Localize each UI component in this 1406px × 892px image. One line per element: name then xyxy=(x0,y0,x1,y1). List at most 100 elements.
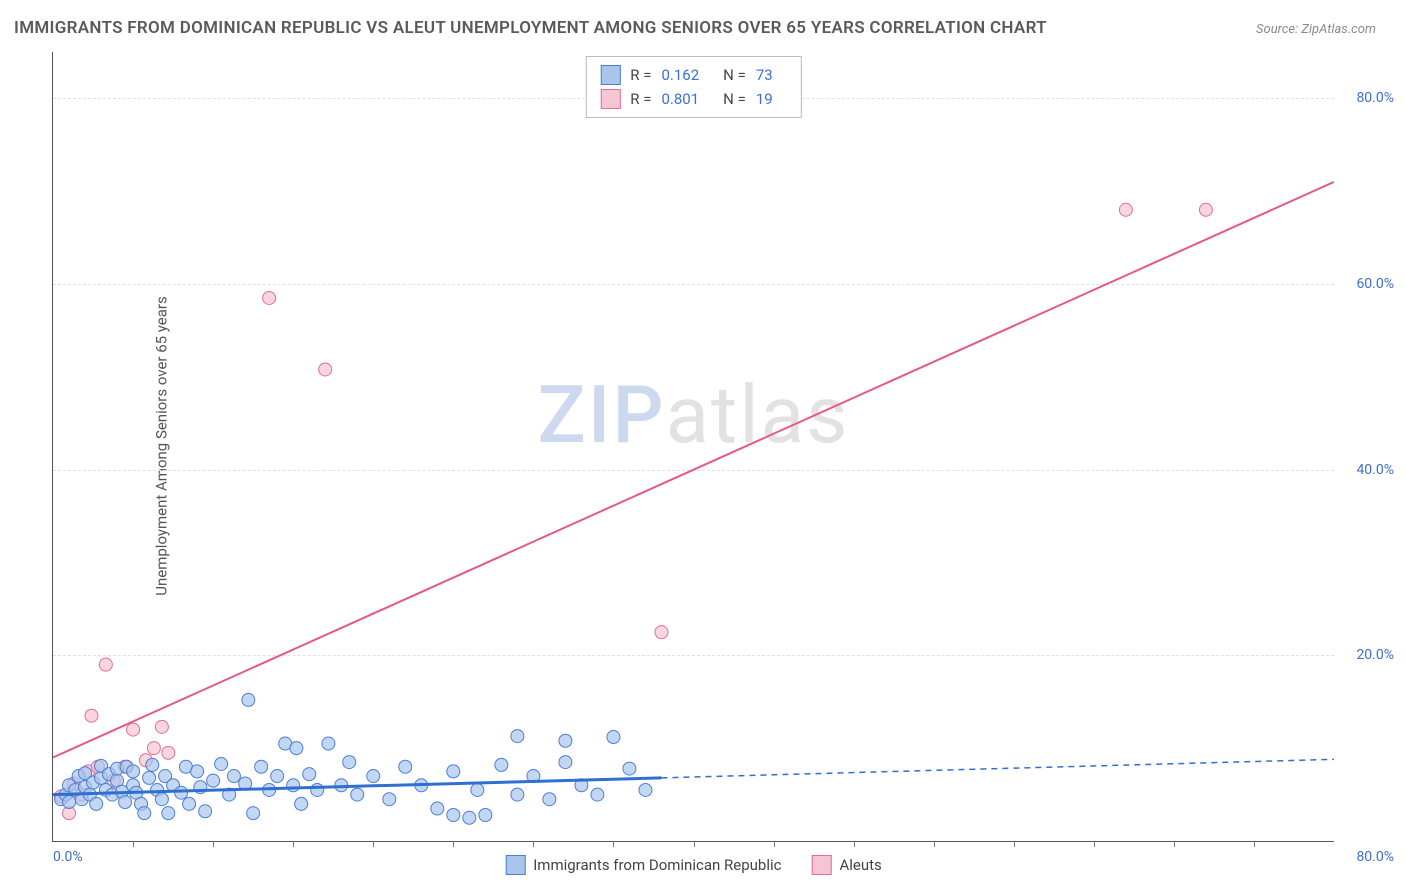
data-point xyxy=(199,805,212,818)
legend-row-series1: R = 0.162 N = 73 xyxy=(600,63,786,87)
x-tick xyxy=(1094,841,1095,847)
x-tick xyxy=(213,841,214,847)
trend-line xyxy=(53,182,1334,758)
data-point xyxy=(247,807,260,820)
data-point xyxy=(175,786,188,799)
x-tick xyxy=(133,841,134,847)
y-tick-label: 20.0% xyxy=(1356,647,1394,663)
data-point xyxy=(591,788,604,801)
data-point xyxy=(367,770,380,783)
x-tick xyxy=(453,841,454,847)
data-point xyxy=(463,811,476,824)
data-point xyxy=(127,765,140,778)
legend-label-series2: Aleuts xyxy=(839,856,881,874)
data-point xyxy=(343,756,356,769)
legend-n-label: N = xyxy=(723,63,746,87)
data-point xyxy=(303,768,316,781)
data-point xyxy=(623,762,636,775)
data-point xyxy=(511,788,524,801)
x-tick-label: 80.0% xyxy=(1356,849,1394,865)
legend-swatch-series1 xyxy=(505,855,525,875)
data-point xyxy=(543,793,556,806)
data-point xyxy=(155,793,168,806)
data-point xyxy=(207,774,220,787)
data-point xyxy=(319,363,332,376)
data-point xyxy=(399,760,412,773)
data-point xyxy=(162,807,175,820)
x-tick xyxy=(774,841,775,847)
data-point xyxy=(255,760,268,773)
y-tick-label: 40.0% xyxy=(1356,462,1394,478)
x-tick xyxy=(1174,841,1175,847)
legend-r-value-1: 0.162 xyxy=(661,63,699,87)
chart-title: IMMIGRANTS FROM DOMINICAN REPUBLIC VS AL… xyxy=(14,18,1047,38)
data-point xyxy=(431,802,444,815)
x-tick xyxy=(613,841,614,847)
legend-r-label: R = xyxy=(630,63,651,87)
x-tick xyxy=(373,841,374,847)
x-tick xyxy=(293,841,294,847)
data-point xyxy=(143,771,156,784)
data-point xyxy=(351,788,364,801)
data-point xyxy=(138,807,151,820)
source-label: Source: ZipAtlas.com xyxy=(1256,22,1376,37)
data-point xyxy=(311,783,324,796)
data-point xyxy=(191,765,204,778)
legend-r-label: R = xyxy=(630,87,651,111)
data-point xyxy=(295,797,308,810)
data-point xyxy=(471,783,484,796)
data-point xyxy=(511,730,524,743)
chart-container: IMMIGRANTS FROM DOMINICAN REPUBLIC VS AL… xyxy=(0,0,1406,892)
data-point xyxy=(559,734,572,747)
x-tick xyxy=(533,841,534,847)
legend-n-label: N = xyxy=(723,87,746,111)
data-point xyxy=(495,758,508,771)
x-tick xyxy=(854,841,855,847)
x-tick xyxy=(1014,841,1015,847)
x-tick xyxy=(934,841,935,847)
legend-n-value-2: 19 xyxy=(756,87,773,111)
data-point xyxy=(183,797,196,810)
legend-swatch-series2 xyxy=(811,855,831,875)
legend-swatch-1 xyxy=(600,65,620,85)
data-point xyxy=(146,758,159,771)
x-tick xyxy=(694,841,695,847)
data-point xyxy=(447,765,460,778)
x-tick xyxy=(1254,841,1255,847)
trend-line xyxy=(661,759,1334,778)
x-tick-label: 0.0% xyxy=(53,849,83,865)
data-point xyxy=(639,783,652,796)
data-point xyxy=(119,796,132,809)
legend-n-value-1: 73 xyxy=(756,63,773,87)
data-point xyxy=(559,756,572,769)
data-point xyxy=(162,746,175,759)
data-point xyxy=(227,770,240,783)
data-point xyxy=(271,770,284,783)
data-point xyxy=(85,709,98,722)
data-point xyxy=(99,658,112,671)
data-point xyxy=(287,779,300,792)
data-point xyxy=(215,757,228,770)
legend-item-2: Aleuts xyxy=(811,855,881,875)
legend-r-value-2: 0.801 xyxy=(661,87,699,111)
legend-item-1: Immigrants from Dominican Republic xyxy=(505,855,781,875)
data-point xyxy=(322,737,335,750)
y-tick-label: 60.0% xyxy=(1356,276,1394,292)
data-point xyxy=(90,797,103,810)
data-point xyxy=(383,793,396,806)
data-point xyxy=(655,626,668,639)
data-point xyxy=(147,742,160,755)
legend-row-series2: R = 0.801 N = 19 xyxy=(600,87,786,111)
data-point xyxy=(1199,203,1212,216)
plot-svg xyxy=(53,52,1334,841)
data-point xyxy=(155,720,168,733)
data-point xyxy=(479,809,492,822)
data-point xyxy=(263,291,276,304)
data-point xyxy=(242,693,255,706)
data-point xyxy=(447,809,460,822)
legend-series: Immigrants from Dominican Republic Aleut… xyxy=(505,855,882,875)
legend-swatch-2 xyxy=(600,89,620,109)
data-point xyxy=(290,742,303,755)
data-point xyxy=(63,796,76,809)
data-point xyxy=(607,731,620,744)
